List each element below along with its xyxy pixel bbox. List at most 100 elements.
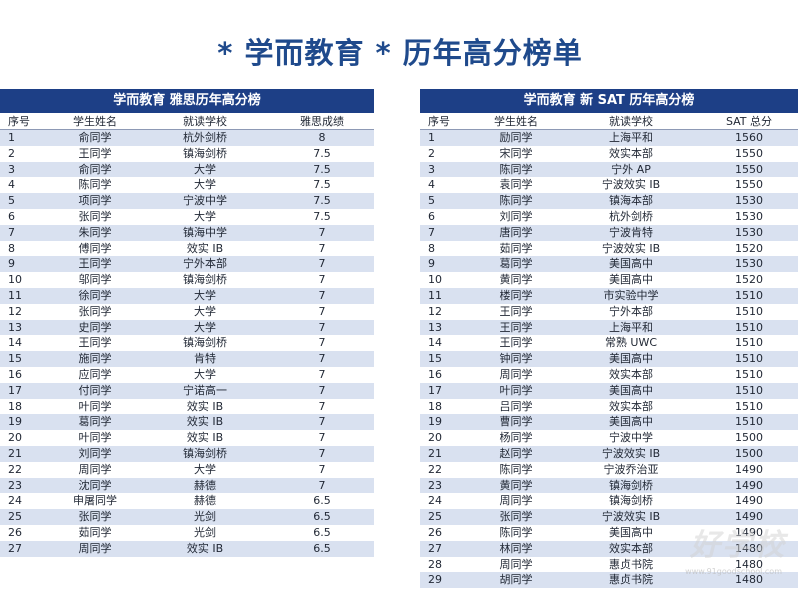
sat-cell-name: 周同学 bbox=[470, 556, 562, 573]
table-row: 11 楼同学 市实验中学 1510 bbox=[420, 287, 798, 304]
sat-cell-school: 宁波效实 IB bbox=[562, 445, 700, 462]
sat-cell-name: 励同学 bbox=[470, 129, 562, 146]
sat-cell-score: 1530 bbox=[700, 256, 798, 273]
ielts-cell-score: 7 bbox=[270, 382, 374, 399]
ielts-cell-name: 史同学 bbox=[50, 319, 140, 336]
sat-cell-score: 1510 bbox=[700, 366, 798, 383]
sat-cell-score: 1510 bbox=[700, 414, 798, 431]
sat-cell-no: 8 bbox=[420, 240, 470, 257]
ielts-cell-score: 7.5 bbox=[270, 208, 374, 225]
table-row: 1 俞同学 杭外剑桥 8 bbox=[0, 129, 374, 146]
sat-cell-school: 宁波肯特 bbox=[562, 224, 700, 241]
ielts-cell-school: 镇海剑桥 bbox=[140, 272, 270, 288]
ielts-cell-school: 大学 bbox=[140, 161, 270, 178]
sat-cell-no: 11 bbox=[420, 287, 470, 304]
sat-cell-school: 市实验中学 bbox=[562, 287, 700, 304]
ielts-cell-school: 大学 bbox=[140, 319, 270, 336]
ielts-cell-no: 24 bbox=[0, 493, 50, 510]
sat-cell-school: 效实本部 bbox=[562, 145, 700, 162]
ielts-cell-name: 茹同学 bbox=[50, 524, 140, 541]
ielts-cell-score: 6.5 bbox=[270, 493, 374, 510]
ielts-cell-name: 叶同学 bbox=[50, 398, 140, 415]
ielts-cell-name: 刘同学 bbox=[50, 445, 140, 462]
ielts-cell-no: 17 bbox=[0, 382, 50, 399]
sat-cell-school: 惠贞书院 bbox=[562, 556, 700, 573]
sat-cell-school: 镇海剑桥 bbox=[562, 493, 700, 510]
ielts-cell-school: 效实 IB bbox=[140, 430, 270, 446]
ielts-cell-score: 7 bbox=[270, 398, 374, 415]
sat-cell-name: 葛同学 bbox=[470, 256, 562, 273]
ielts-cell-no: 4 bbox=[0, 177, 50, 194]
sat-cell-score: 1510 bbox=[700, 335, 798, 352]
sat-cell-school: 镇海剑桥 bbox=[562, 477, 700, 494]
ielts-cell-score: 7.5 bbox=[270, 193, 374, 209]
sat-cell-school: 惠贞书院 bbox=[562, 572, 700, 589]
sat-cell-no: 1 bbox=[420, 129, 470, 146]
ielts-cell-no: 5 bbox=[0, 193, 50, 209]
sat-cell-no: 29 bbox=[420, 572, 470, 589]
sat-cell-no: 14 bbox=[420, 335, 470, 352]
ielts-cell-no: 12 bbox=[0, 303, 50, 320]
sat-cell-no: 10 bbox=[420, 272, 470, 288]
ielts-cell-no: 23 bbox=[0, 477, 50, 494]
table-row: 19 葛同学 效实 IB 7 bbox=[0, 414, 374, 431]
sat-cell-no: 24 bbox=[420, 493, 470, 510]
sat-cell-no: 2 bbox=[420, 145, 470, 162]
ielts-cell-score: 7 bbox=[270, 461, 374, 478]
ielts-cell-score: 7.5 bbox=[270, 177, 374, 194]
sat-cell-school: 宁波乔治亚 bbox=[562, 461, 700, 478]
sat-cell-score: 1550 bbox=[700, 145, 798, 162]
table-row: 25 张同学 宁波效实 IB 1490 bbox=[420, 509, 798, 525]
ielts-cell-name: 徐同学 bbox=[50, 287, 140, 304]
sat-cell-score: 1510 bbox=[700, 398, 798, 415]
sat-cell-no: 12 bbox=[420, 303, 470, 320]
sat-cell-name: 胡同学 bbox=[470, 572, 562, 589]
ielts-cell-school: 效实 IB bbox=[140, 414, 270, 431]
sat-cell-no: 28 bbox=[420, 556, 470, 573]
ielts-cell-score: 8 bbox=[270, 129, 374, 146]
sat-cell-name: 林同学 bbox=[470, 540, 562, 557]
sat-cell-score: 1480 bbox=[700, 556, 798, 573]
table-row: 24 周同学 镇海剑桥 1490 bbox=[420, 493, 798, 510]
ielts-cell-no: 16 bbox=[0, 366, 50, 383]
table-row: 9 葛同学 美国高中 1530 bbox=[420, 256, 798, 273]
sat-cell-no: 7 bbox=[420, 224, 470, 241]
ielts-cell-school: 光剑 bbox=[140, 509, 270, 525]
table-row: 19 曹同学 美国高中 1510 bbox=[420, 414, 798, 431]
ielts-cell-name: 俞同学 bbox=[50, 129, 140, 146]
sat-cell-school: 宁外本部 bbox=[562, 303, 700, 320]
table-row: 21 赵同学 宁波效实 IB 1500 bbox=[420, 445, 798, 462]
sat-header-name: 学生姓名 bbox=[470, 113, 562, 130]
table-row: 7 唐同学 宁波肯特 1530 bbox=[420, 224, 798, 241]
ielts-panel: 学而教育 雅思历年高分榜 序号 学生姓名 就读学校 雅思成绩 1 俞同学 杭外剑桥 8… bbox=[0, 89, 374, 557]
table-row: 2 王同学 镇海剑桥 7.5 bbox=[0, 145, 374, 162]
watermark-url: www.91goodschool.com bbox=[685, 567, 782, 576]
sat-cell-school: 效实本部 bbox=[562, 540, 700, 557]
table-row: 17 叶同学 美国高中 1510 bbox=[420, 382, 798, 399]
ielts-cell-name: 傅同学 bbox=[50, 240, 140, 257]
sat-cell-school: 宁波效实 IB bbox=[562, 240, 700, 257]
ielts-cell-no: 20 bbox=[0, 430, 50, 446]
table-row: 22 周同学 大学 7 bbox=[0, 461, 374, 478]
sat-cell-score: 1490 bbox=[700, 477, 798, 494]
ielts-cell-no: 22 bbox=[0, 461, 50, 478]
ielts-cell-score: 7 bbox=[270, 256, 374, 273]
table-row: 29 胡同学 惠贞书院 1480 bbox=[420, 572, 798, 589]
sat-cell-no: 17 bbox=[420, 382, 470, 399]
sat-title: 学而教育 新 SAT 历年高分榜 bbox=[420, 89, 798, 113]
sat-cell-score: 1500 bbox=[700, 445, 798, 462]
sat-cell-no: 18 bbox=[420, 398, 470, 415]
sat-cell-name: 叶同学 bbox=[470, 382, 562, 399]
ielts-cell-score: 6.5 bbox=[270, 524, 374, 541]
table-row: 23 黄同学 镇海剑桥 1490 bbox=[420, 477, 798, 494]
sat-cell-school: 镇海本部 bbox=[562, 193, 700, 209]
sat-cell-school: 美国高中 bbox=[562, 272, 700, 288]
sat-cell-score: 1510 bbox=[700, 287, 798, 304]
table-row: 26 陈同学 美国高中 1490 bbox=[420, 524, 798, 541]
sat-cell-no: 3 bbox=[420, 161, 470, 178]
table-row: 10 黄同学 美国高中 1520 bbox=[420, 272, 798, 288]
sat-table: 序号 学生姓名 就读学校 SAT 总分 1 励同学 上海平和 1560 2 宋同学 效实本部… bbox=[420, 113, 798, 589]
ielts-cell-name: 沈同学 bbox=[50, 477, 140, 494]
ielts-cell-score: 7 bbox=[270, 272, 374, 288]
table-row: 3 俞同学 大学 7.5 bbox=[0, 161, 374, 178]
